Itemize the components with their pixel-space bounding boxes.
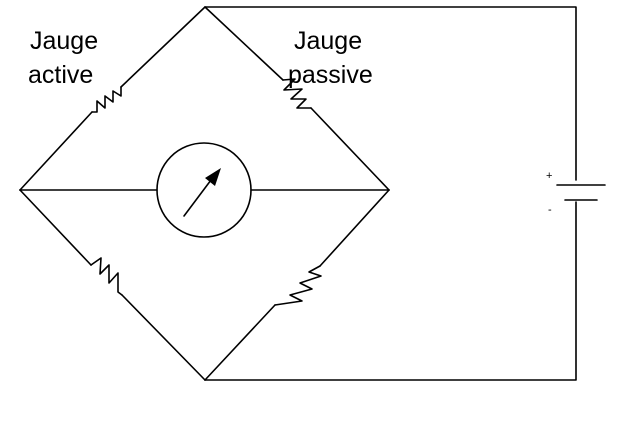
active-gauge-label-line2: active <box>28 61 93 89</box>
bridge-wires <box>19 6 577 381</box>
passive-gauge-resistor-icon <box>282 78 312 109</box>
galvanometer-icon <box>156 142 252 238</box>
bottom-right-resistor-icon <box>274 265 322 306</box>
wire-top-right-lower <box>310 107 390 191</box>
wire-bottom-right-lower <box>204 304 276 381</box>
wire-bottom-left-upper <box>19 189 92 266</box>
wire-top-left-lower <box>19 111 93 191</box>
wire-bottom-left-lower <box>121 294 206 381</box>
galvanometer-circle <box>156 142 252 238</box>
active-gauge-resistor-icon <box>91 86 122 113</box>
battery-plus-sign: + <box>546 170 552 182</box>
wire-supply-bottom <box>204 201 577 381</box>
active-gauge-label-line1: Jauge <box>30 27 98 55</box>
passive-gauge-label-line2: passive <box>288 61 373 89</box>
passive-gauge-label-line1: Jauge <box>294 27 362 55</box>
bottom-left-resistor-icon <box>90 257 123 296</box>
battery-minus-sign: - <box>548 204 552 216</box>
wire-top-left-upper <box>120 6 206 88</box>
wire-bottom-right-upper <box>319 189 390 267</box>
galvanometer-needle-arrowhead <box>205 168 221 186</box>
galvanometer-needle <box>183 175 215 217</box>
wire-supply-top <box>204 6 577 181</box>
battery-icon: + - <box>546 170 606 216</box>
wire-top-right-upper <box>204 6 284 81</box>
